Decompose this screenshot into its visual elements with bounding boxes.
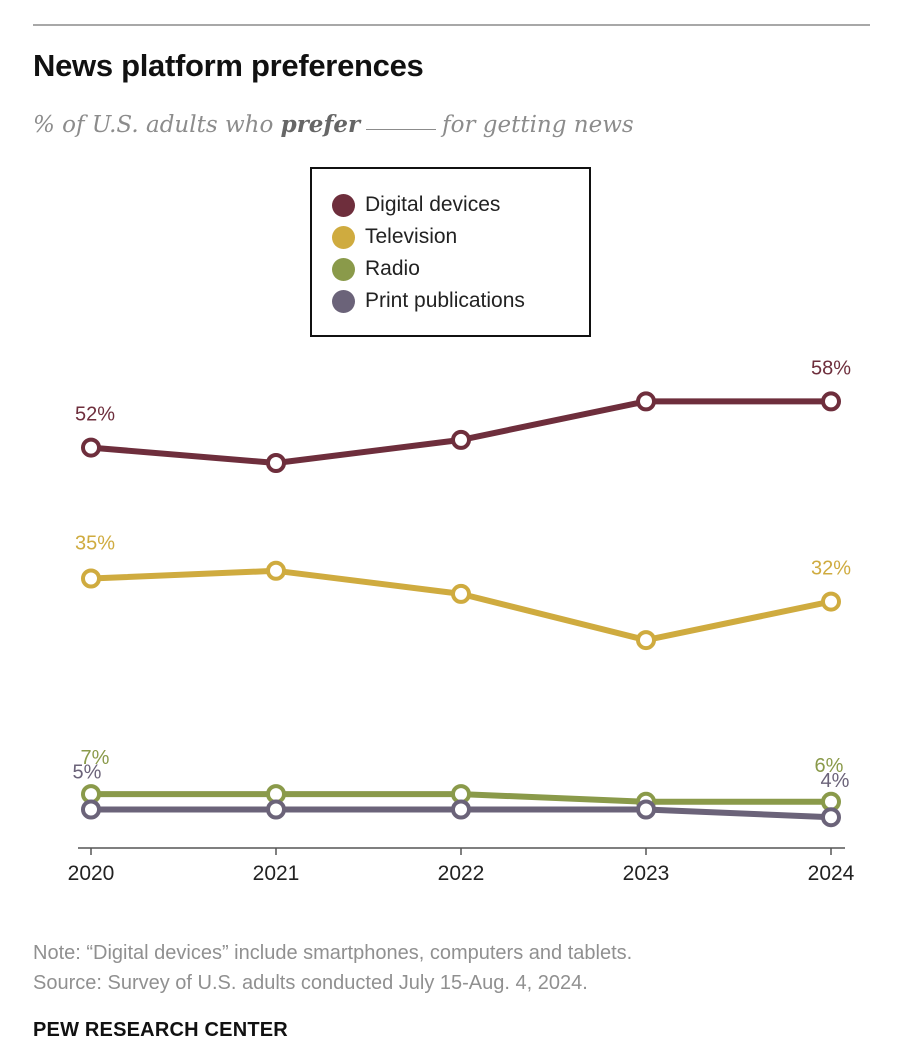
chart-note: Note: “Digital devices” include smartpho… (33, 942, 633, 964)
data-point-digital-devices-2024 (821, 391, 841, 412)
legend-swatch-television (332, 225, 355, 249)
legend-item-television: Television (332, 223, 457, 251)
subtitle-blank (366, 128, 437, 130)
chart-title: News platform preferences (33, 48, 424, 83)
x-tick-label-2024: 2024 (808, 862, 855, 885)
legend-item-print-publications: Print publications (332, 287, 525, 315)
x-tick-label-2021: 2021 (253, 862, 300, 885)
data-point-television-2023 (636, 630, 656, 651)
data-point-television-2022 (451, 583, 471, 604)
chart-subtitle: % of U.S. adults who prefer for getting n… (33, 111, 634, 138)
data-point-print-publications-2020 (81, 799, 101, 820)
data-point-digital-devices-2020 (81, 437, 101, 458)
legend-swatch-print-publications (332, 289, 355, 313)
legend-item-digital-devices: Digital devices (332, 191, 500, 219)
data-label-radio-2024: 6% (815, 755, 844, 777)
x-tick-label-2022: 2022 (438, 862, 485, 885)
data-label-television-2020: 35% (75, 533, 115, 555)
data-point-print-publications-2024 (821, 807, 841, 828)
top-rule (33, 24, 870, 26)
legend-label-radio: Radio (365, 257, 420, 280)
series-line-television (88, 567, 834, 644)
data-point-digital-devices-2023 (636, 391, 656, 412)
data-point-television-2024 (821, 591, 841, 612)
data-point-television-2021 (266, 560, 286, 581)
organization-credit: PEW RESEARCH CENTER (33, 1019, 288, 1041)
data-point-print-publications-2022 (451, 799, 471, 820)
legend-label-digital-devices: Digital devices (365, 193, 501, 216)
data-label-radio-2020: 7% (81, 747, 110, 769)
data-point-digital-devices-2022 (451, 429, 471, 450)
legend-swatch-digital-devices (332, 193, 355, 217)
subtitle-before: % of U.S. adults who (33, 112, 281, 138)
data-point-television-2020 (81, 568, 101, 589)
data-point-digital-devices-2021 (266, 453, 286, 473)
legend-label-print-publications: Print publications (365, 289, 525, 312)
subtitle-after: for getting news (442, 112, 634, 138)
chart-legend: Digital devices Television Radio Print publ… (310, 167, 591, 337)
legend-item-radio: Radio (332, 255, 420, 283)
data-label-digital-devices-2020: 52% (75, 404, 115, 426)
subtitle-emphasis: prefer (280, 111, 361, 138)
data-point-print-publications-2021 (266, 799, 286, 820)
chart-source: Source: Survey of U.S. adults conducted … (33, 972, 588, 994)
x-tick-label-2020: 2020 (68, 862, 115, 885)
data-label-print-publications-2020: 5% (73, 762, 102, 784)
data-label-television-2024: 32% (811, 558, 851, 580)
data-label-digital-devices-2024: 58% (811, 357, 851, 379)
line-chart: 2020 2021 2022 2023 2024 52% 58% 35% 32% 7% 6% 5% 4% (68, 357, 855, 885)
x-tick-label-2023: 2023 (623, 862, 670, 885)
data-point-print-publications-2023 (636, 799, 656, 820)
data-label-print-publications-2024: 4% (821, 770, 850, 792)
legend-label-television: Television (365, 225, 458, 248)
legend-swatch-radio (332, 257, 355, 281)
